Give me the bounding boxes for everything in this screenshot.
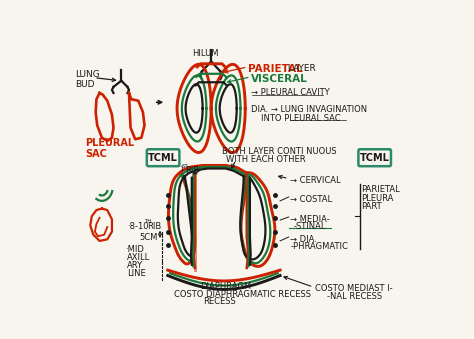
Text: WITH EACH OTHER: WITH EACH OTHER: [226, 155, 306, 164]
Text: ·MID: ·MID: [125, 245, 144, 254]
Text: DIAPHRAGM: DIAPHRAGM: [201, 282, 251, 291]
FancyBboxPatch shape: [147, 149, 179, 166]
Text: ·8-10: ·8-10: [128, 222, 149, 231]
Text: COSTO DIAPHRAGMATIC RECESS: COSTO DIAPHRAGMATIC RECESS: [174, 290, 311, 299]
Text: PARIETAL: PARIETAL: [362, 185, 400, 195]
Text: INTO PLEURAL SAC: INTO PLEURAL SAC: [261, 114, 340, 123]
Text: TH: TH: [144, 219, 151, 224]
Text: → CERVICAL: → CERVICAL: [290, 176, 341, 185]
Text: TCML: TCML: [360, 153, 390, 163]
Text: → DIA.: → DIA.: [290, 235, 317, 244]
Text: PLEURA: PLEURA: [362, 194, 394, 203]
Text: RECESS: RECESS: [202, 297, 236, 306]
Text: LUNG
BUD: LUNG BUD: [75, 70, 100, 89]
Text: -STINAL: -STINAL: [294, 222, 327, 232]
Text: PARIETAL: PARIETAL: [248, 64, 303, 74]
Text: TCML: TCML: [148, 153, 178, 163]
Text: DIA. → LUNG INVAGINATION: DIA. → LUNG INVAGINATION: [251, 105, 367, 114]
Text: BOTH LAYER CONTI NUOUS: BOTH LAYER CONTI NUOUS: [222, 147, 337, 156]
Text: AXILL: AXILL: [127, 253, 150, 262]
Text: PART: PART: [362, 202, 382, 212]
Text: 1: 1: [179, 166, 184, 172]
Text: LAYER: LAYER: [285, 64, 316, 73]
Text: LINE: LINE: [127, 268, 146, 278]
Text: RIB: RIB: [186, 166, 200, 175]
Text: -NAL RECESS: -NAL RECESS: [327, 292, 382, 301]
Text: RIB: RIB: [147, 222, 161, 231]
Text: VISCERAL: VISCERAL: [251, 74, 308, 84]
Text: HILUM: HILUM: [191, 49, 218, 58]
Text: COSTO MEDIAST I-: COSTO MEDIAST I-: [315, 284, 392, 293]
FancyBboxPatch shape: [358, 149, 391, 166]
Text: ST: ST: [182, 164, 189, 169]
Text: → COSTAL: → COSTAL: [290, 195, 332, 204]
Text: 5CM: 5CM: [140, 233, 158, 242]
Text: PLEURAL
SAC: PLEURAL SAC: [86, 138, 135, 159]
Text: ARY: ARY: [127, 261, 143, 270]
Text: -PHRAGMATIC: -PHRAGMATIC: [290, 242, 348, 252]
Text: → PLEURAL CAVITY: → PLEURAL CAVITY: [251, 88, 330, 97]
Text: → MEDIA-: → MEDIA-: [290, 215, 330, 224]
